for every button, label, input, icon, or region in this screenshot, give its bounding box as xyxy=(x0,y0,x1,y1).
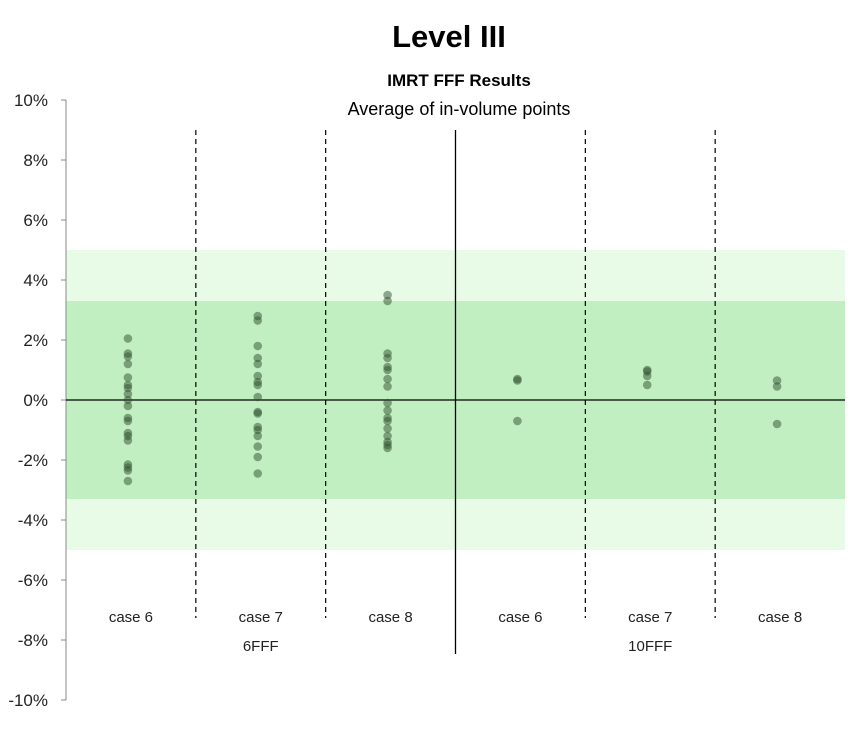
data-point xyxy=(123,395,133,405)
y-tick-label: 10% xyxy=(14,91,48,110)
data-point xyxy=(253,442,263,451)
data-point xyxy=(253,392,263,402)
y-tick-label: 8% xyxy=(23,151,48,170)
y-tick-label: -2% xyxy=(18,451,48,470)
data-point xyxy=(642,380,652,390)
data-point xyxy=(642,371,652,381)
axes xyxy=(61,99,845,701)
data-point xyxy=(123,476,133,486)
data-point xyxy=(123,359,133,369)
data-point xyxy=(253,431,263,441)
y-tick-label: 0% xyxy=(23,391,48,410)
y-tick-label: -8% xyxy=(18,631,48,650)
case-dividers xyxy=(195,130,716,654)
data-point xyxy=(383,416,392,426)
data-point xyxy=(123,334,133,343)
data-point xyxy=(123,373,133,382)
data-point xyxy=(253,353,263,363)
data-point xyxy=(253,380,263,390)
data-point xyxy=(123,466,133,475)
data-point xyxy=(772,376,782,385)
category-label: case 8 xyxy=(368,609,412,626)
y-tick-label: -4% xyxy=(18,511,48,530)
data-point xyxy=(383,443,392,453)
category-label: case 8 xyxy=(758,609,802,626)
axis-labels: 10% 8% 6% 4% 2% 0% -2% -4% -6% -8% -10% case 6 case … xyxy=(8,91,802,710)
data-point xyxy=(383,374,392,384)
chart-title: IMRT FFF Results xyxy=(387,71,531,90)
data-point xyxy=(383,398,392,408)
data-point xyxy=(383,365,392,375)
data-point xyxy=(123,416,133,426)
data-point xyxy=(383,382,392,391)
data-point xyxy=(253,316,263,325)
data-point xyxy=(123,383,133,393)
data-point xyxy=(253,452,263,462)
data-point xyxy=(253,359,263,369)
data-point xyxy=(253,425,263,435)
category-label: case 6 xyxy=(109,609,153,626)
category-label: case 7 xyxy=(628,609,672,626)
data-point xyxy=(772,419,782,429)
y-tick-label: 2% xyxy=(23,331,48,350)
y-tick-label: -10% xyxy=(8,691,48,710)
data-point xyxy=(772,382,782,391)
data-point xyxy=(123,389,133,399)
data-point xyxy=(123,401,133,411)
group-label: 10FFF xyxy=(628,638,672,655)
data-point xyxy=(383,424,392,433)
data-point xyxy=(383,406,392,415)
data-point xyxy=(123,436,133,445)
category-label: case 6 xyxy=(498,609,542,626)
data-point xyxy=(383,353,392,363)
data-point xyxy=(513,376,522,385)
y-tick-label: 6% xyxy=(23,211,48,230)
data-point xyxy=(123,352,133,361)
y-tick-label: -6% xyxy=(18,571,48,590)
data-point xyxy=(383,431,392,441)
data-point xyxy=(253,409,263,418)
chart-subtitle: Average of in-volume points xyxy=(348,99,571,119)
data-point xyxy=(253,341,263,351)
y-tick-label: 4% xyxy=(23,271,48,290)
data-point xyxy=(253,371,263,381)
data-point xyxy=(383,290,392,300)
data-points xyxy=(123,290,782,486)
page-heading: Level III xyxy=(392,19,506,54)
category-label: case 7 xyxy=(239,609,283,626)
data-point xyxy=(253,469,263,478)
group-label: 6FFF xyxy=(243,638,279,655)
data-point xyxy=(383,296,392,306)
data-point xyxy=(513,416,522,426)
